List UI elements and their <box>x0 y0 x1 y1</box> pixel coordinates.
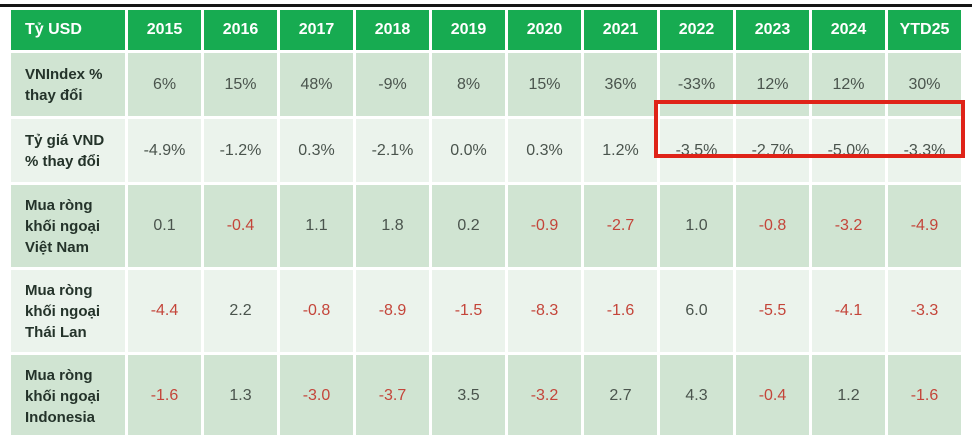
table-cell: -3.7 <box>356 355 429 435</box>
top-rule <box>0 4 972 7</box>
table-row: Mua ròng khối ngoại Thái Lan -4.4 2.2 -0.8-… <box>11 270 961 352</box>
table-cell: -3.2 <box>508 355 581 435</box>
table-cell: 15% <box>508 53 581 116</box>
column-header-2020: 2020 <box>508 10 581 50</box>
header-row: Tỷ USD 2015 2016 2017 2018 2019 2020 2021 2022 20… <box>11 10 961 50</box>
table-cell: -1.5 <box>432 270 505 352</box>
table-row: VNIndex % thay đổi 6% 15% 48% -9% 8% 15% 36% -33… <box>11 53 961 116</box>
table-row: Tỷ giá VND % thay đổi -4.9% -1.2% 0.3% -2.1%… <box>11 119 961 182</box>
table-cell: -1.6 <box>584 270 657 352</box>
table-cell: 2.2 <box>204 270 277 352</box>
row-label: Mua ròng khối ngoại Indonesia <box>11 355 125 435</box>
table-cell: 0.0% <box>432 119 505 182</box>
table-cell: 30% <box>888 53 961 116</box>
table-cell: -0.8 <box>280 270 353 352</box>
row-label: Mua ròng khối ngoại Việt Nam <box>11 185 125 267</box>
table-cell: 1.8 <box>356 185 429 267</box>
table-cell: -2.7% <box>736 119 809 182</box>
table-cell: 3.5 <box>432 355 505 435</box>
table-cell: 48% <box>280 53 353 116</box>
table-cell: -0.8 <box>736 185 809 267</box>
table-cell: 0.3% <box>508 119 581 182</box>
table-body: VNIndex % thay đổi 6% 15% 48% -9% 8% 15% 36% -33… <box>11 53 961 435</box>
table-cell: -0.4 <box>736 355 809 435</box>
table-cell: 36% <box>584 53 657 116</box>
row-label: Mua ròng khối ngoại Thái Lan <box>11 270 125 352</box>
table-cell: 0.1 <box>128 185 201 267</box>
table-cell: 1.2% <box>584 119 657 182</box>
table-cell: -2.7 <box>584 185 657 267</box>
table-cell: -0.4 <box>204 185 277 267</box>
column-header-ytd25: YTD25 <box>888 10 961 50</box>
table-cell: -1.2% <box>204 119 277 182</box>
data-table: Tỷ USD 2015 2016 2017 2018 2019 2020 2021 2022 20… <box>8 7 964 435</box>
table-cell: -2.1% <box>356 119 429 182</box>
column-header-2015: 2015 <box>128 10 201 50</box>
table-cell: 12% <box>812 53 885 116</box>
table-cell: -3.2 <box>812 185 885 267</box>
table-cell: -5.5 <box>736 270 809 352</box>
table-cell: -3.3% <box>888 119 961 182</box>
table-cell: 1.1 <box>280 185 353 267</box>
table-cell: -8.9 <box>356 270 429 352</box>
column-header-2016: 2016 <box>204 10 277 50</box>
table-cell: -9% <box>356 53 429 116</box>
table-cell: 15% <box>204 53 277 116</box>
table-cell: -33% <box>660 53 733 116</box>
table-cell: -5.0% <box>812 119 885 182</box>
table-cell: -4.9 <box>888 185 961 267</box>
table-cell: 1.3 <box>204 355 277 435</box>
table-cell: -3.5% <box>660 119 733 182</box>
table-cell: -4.9% <box>128 119 201 182</box>
table-cell: 4.3 <box>660 355 733 435</box>
unit-header: Tỷ USD <box>11 10 125 50</box>
table-row: Mua ròng khối ngoại Indonesia -1.6 1.3 -3.0… <box>11 355 961 435</box>
table-row: Mua ròng khối ngoại Việt Nam 0.1 -0.4 1.1 1.… <box>11 185 961 267</box>
table-cell: -3.0 <box>280 355 353 435</box>
column-header-2021: 2021 <box>584 10 657 50</box>
table-cell: -0.9 <box>508 185 581 267</box>
row-label: Tỷ giá VND % thay đổi <box>11 119 125 182</box>
table-cell: 6.0 <box>660 270 733 352</box>
column-header-2024: 2024 <box>812 10 885 50</box>
table-cell: -4.1 <box>812 270 885 352</box>
table-cell: 1.2 <box>812 355 885 435</box>
column-header-2023: 2023 <box>736 10 809 50</box>
table-cell: -4.4 <box>128 270 201 352</box>
table-cell: 0.2 <box>432 185 505 267</box>
table-cell: -1.6 <box>128 355 201 435</box>
table-cell: 2.7 <box>584 355 657 435</box>
table-cell: 6% <box>128 53 201 116</box>
table-cell: -3.3 <box>888 270 961 352</box>
column-header-2022: 2022 <box>660 10 733 50</box>
table-cell: 12% <box>736 53 809 116</box>
table-cell: 1.0 <box>660 185 733 267</box>
column-header-2018: 2018 <box>356 10 429 50</box>
column-header-2017: 2017 <box>280 10 353 50</box>
table-cell: -1.6 <box>888 355 961 435</box>
table-cell: 8% <box>432 53 505 116</box>
table-cell: 0.3% <box>280 119 353 182</box>
row-label: VNIndex % thay đổi <box>11 53 125 116</box>
column-header-2019: 2019 <box>432 10 505 50</box>
table-cell: -8.3 <box>508 270 581 352</box>
